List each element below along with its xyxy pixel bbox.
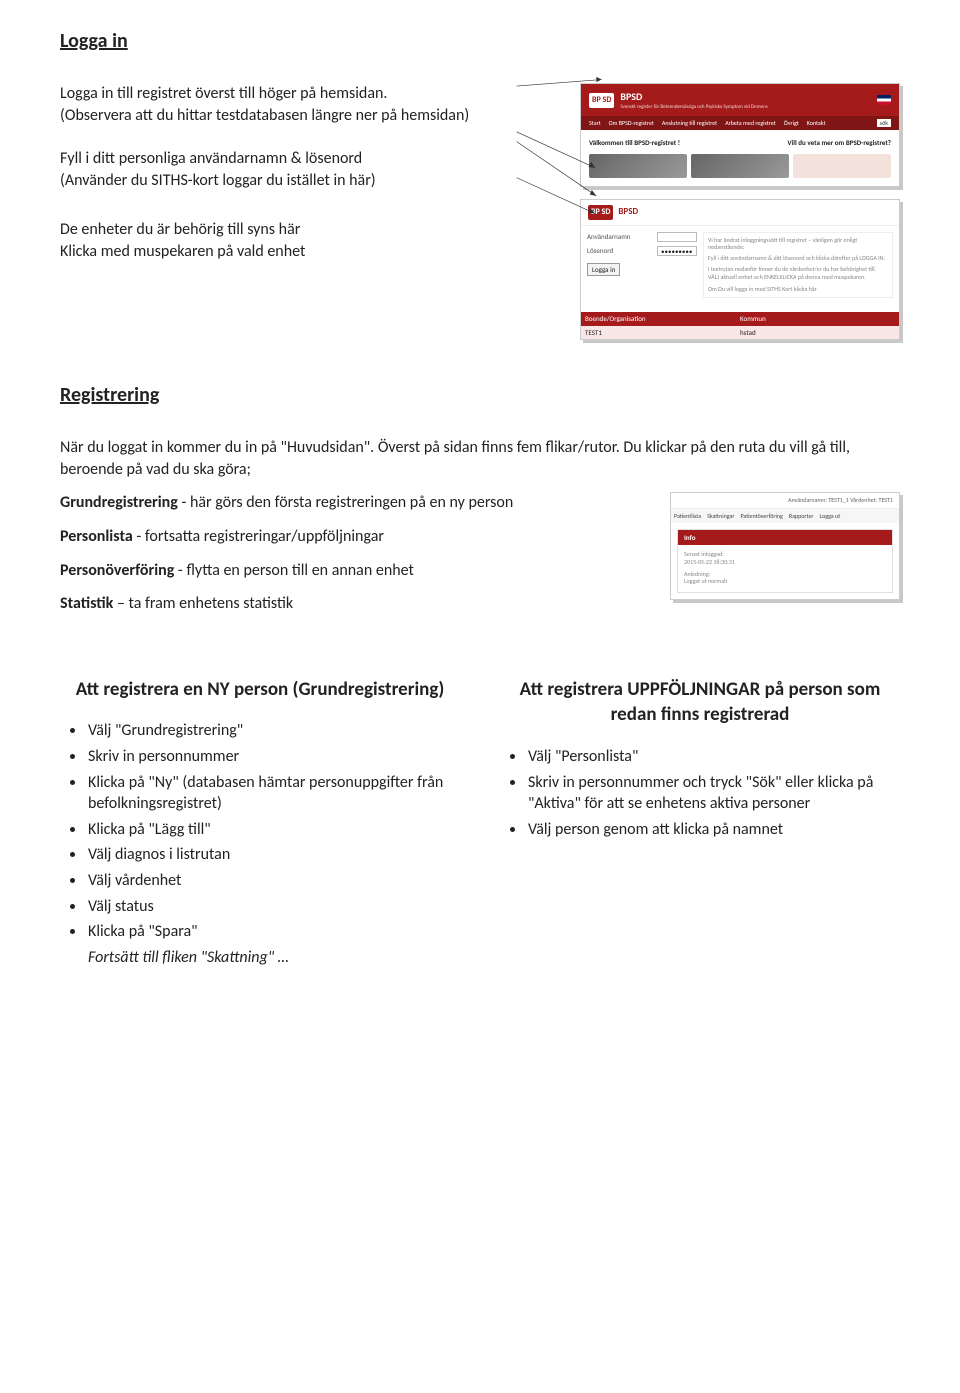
def-personlista: Personlista - fortsatta registreringar/u… — [60, 526, 656, 548]
def-grundregistrering: Grundregistrering - här görs den första … — [60, 492, 656, 514]
panel-line: 2015-05-22 18:30:31 — [684, 559, 886, 567]
col-uppfoljning: Att registrera UPPFÖLJNINGAR på person s… — [500, 677, 900, 969]
info-text: Fyll i ditt användarnamn & ditt lösenord… — [708, 255, 888, 263]
screenshot-login: BP SD BPSD Användarnamn Lösenord •••••••… — [580, 199, 900, 340]
nav-item[interactable]: Start — [589, 119, 601, 127]
label-username: Användarnamn — [587, 232, 657, 242]
panel-line: Loggat ut normalt — [684, 578, 886, 586]
brand-text: BPSD — [618, 206, 638, 218]
search-box[interactable]: sök — [877, 119, 891, 127]
flag-icon — [877, 95, 891, 105]
input-username[interactable] — [657, 232, 697, 242]
intro-line-1: Logga in till registret överst till höge… — [60, 84, 387, 103]
col-ny-bullets: Välj "Grundregistrering" Skriv in personn… — [60, 720, 460, 942]
section-registrering-title: Registrering — [60, 382, 900, 409]
list-item: Välj status — [60, 896, 460, 918]
image-placeholder — [691, 154, 789, 178]
col-title-ny: Att registrera en NY person (Grundregist… — [60, 677, 460, 703]
tab[interactable]: Patientöverföring — [740, 512, 782, 520]
list-item: Klicka på "Spara" — [60, 921, 460, 943]
list-item: Klicka på "Lägg till" — [60, 819, 460, 841]
list-item: Skriv in personnummer och tryck "Sök" el… — [500, 772, 900, 815]
list-item: Välj "Personlista" — [500, 746, 900, 768]
th: Boende/Organisation — [585, 314, 740, 323]
section-login-title: Logga in — [60, 28, 900, 55]
col-title-upp: Att registrera UPPFÖLJNINGAR på person s… — [500, 677, 900, 728]
nav-item[interactable]: Arbeta med registret — [725, 119, 776, 127]
def-personoverforing: Personöverföring - flytta en person till… — [60, 560, 656, 582]
nav-bar: Start Om BPSD-registret Anslutning till … — [581, 116, 899, 130]
col-ny-tail: Fortsätt till fliken "Skattning" … — [60, 947, 460, 969]
td: TEST1 — [585, 328, 740, 337]
list-item: Välj diagnos i listrutan — [60, 844, 460, 866]
image-placeholder — [589, 154, 687, 178]
cred-line-1: Fyll i ditt personliga användarnamn & lö… — [60, 149, 362, 168]
logo-badge: BP SD — [588, 205, 613, 220]
tabs-row: Patientlista Skattningar Patientöverföri… — [671, 509, 899, 523]
td: hstad — [740, 328, 895, 337]
reg-definitions: Grundregistrering - här görs den första … — [60, 492, 900, 626]
brand-subtitle: Svenskt register för Beteendemässiga och… — [620, 104, 767, 111]
label-password: Lösenord — [587, 246, 657, 256]
tab[interactable]: Skattningar — [707, 512, 734, 520]
instruction-columns: Att registrera en NY person (Grundregist… — [60, 677, 900, 969]
enhet-line-1: De enheter du är behörig till syns här — [60, 220, 300, 239]
image-placeholder — [793, 154, 891, 178]
screenshots-column: BP SD BPSD Svenskt register för Beteende… — [580, 83, 900, 340]
unit-table-header: Boende/Organisation Kommun — [581, 312, 899, 325]
nav-item[interactable]: Övrigt — [784, 119, 799, 127]
login-intro-text: Logga in till registret överst till höge… — [60, 83, 544, 281]
intro-line-2: (Observera att du hittar testdatabasen l… — [60, 106, 469, 125]
reg-intro: När du loggat in kommer du in på "Huvuds… — [60, 437, 900, 480]
welcome-left: Välkommen till BPSD-registret ! — [589, 138, 680, 147]
unit-table-row[interactable]: TEST1 hstad — [581, 326, 899, 339]
welcome-right: Vill du veta mer om BPSD-registret? — [787, 138, 891, 147]
login-intro-row: Logga in till registret överst till höge… — [60, 83, 900, 340]
nav-item[interactable]: Om BPSD-registret — [609, 119, 654, 127]
tab[interactable]: Patientlista — [674, 512, 701, 520]
col-ny-person: Att registrera en NY person (Grundregist… — [60, 677, 460, 969]
tab[interactable]: Rapporter — [789, 512, 814, 520]
info-text: Vi har ändrat inloggningssätt till regis… — [708, 237, 888, 253]
panel-header: Info — [678, 530, 892, 545]
info-text: I textrutan nedanför finner du de vården… — [708, 266, 888, 282]
list-item: Klicka på "Ny" (databasen hämtar personu… — [60, 772, 460, 815]
nav-item[interactable]: Anslutning till registret — [662, 119, 717, 127]
siths-link[interactable]: Om Du vill logga in med SITHS Kort klick… — [708, 286, 888, 294]
screenshot-home: BP SD BPSD Svenskt register för Beteende… — [580, 83, 900, 187]
login-button[interactable]: Logga in — [587, 263, 620, 276]
nav-item[interactable]: Kontakt — [807, 119, 826, 127]
list-item: Välj vårdenhet — [60, 870, 460, 892]
input-password[interactable]: ••••••••• — [657, 246, 697, 256]
th: Kommun — [740, 314, 895, 323]
list-item: Välj person genom att klicka på namnet — [500, 819, 900, 841]
brand-text: BPSD — [620, 90, 767, 104]
tab[interactable]: Logga ut — [820, 512, 841, 520]
col-upp-bullets: Välj "Personlista" Skriv in personnummer … — [500, 746, 900, 840]
logo-badge: BP SD — [589, 93, 614, 108]
list-item: Skriv in personnummer — [60, 746, 460, 768]
list-item: Välj "Grundregistrering" — [60, 720, 460, 742]
screenshot-infopanel: Användarnamn: TEST1_1 Vårdenhet: TEST1 P… — [670, 492, 900, 600]
def-statistik: Statistik – ta fram enhetens statistik — [60, 593, 656, 615]
enhet-line-2: Klicka med muspekaren på vald enhet — [60, 242, 305, 261]
user-strip: Användarnamn: TEST1_1 Vårdenhet: TEST1 — [671, 493, 899, 508]
cred-line-2: (Använder du SITHS-kort loggar du iställ… — [60, 171, 376, 190]
